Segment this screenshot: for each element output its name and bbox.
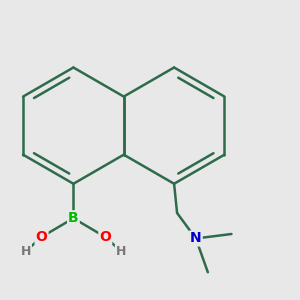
Text: H: H: [116, 245, 126, 258]
Text: O: O: [36, 230, 47, 244]
Text: N: N: [190, 232, 202, 245]
Text: B: B: [68, 211, 79, 225]
Text: H: H: [21, 245, 31, 258]
Text: O: O: [99, 230, 111, 244]
